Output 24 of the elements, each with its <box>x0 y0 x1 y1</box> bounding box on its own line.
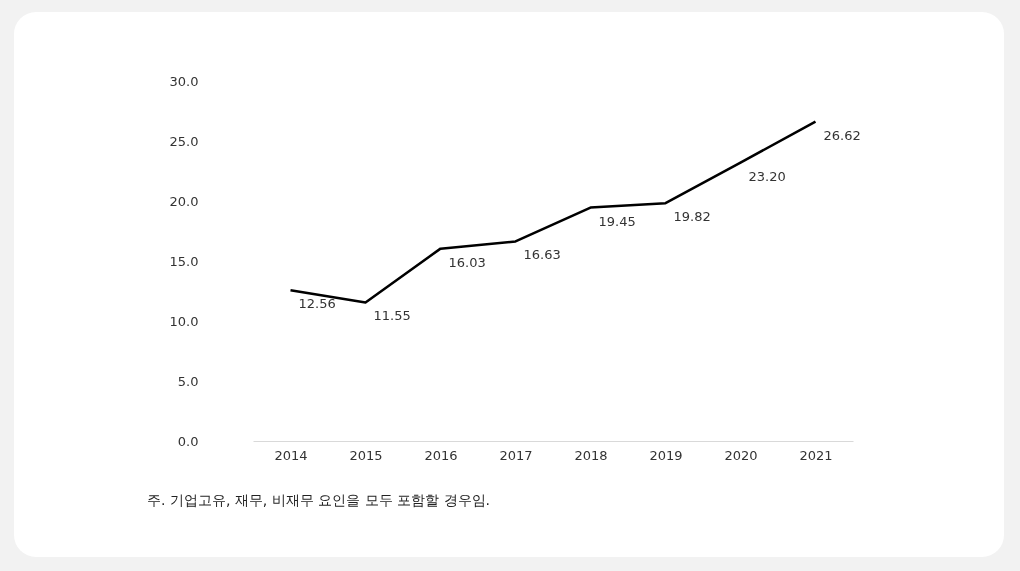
data-label: 19.82 <box>673 209 711 225</box>
x-tick-label: 2019 <box>649 447 683 463</box>
data-label: 11.55 <box>373 308 411 324</box>
x-tick-label: 2020 <box>724 447 758 463</box>
y-tick-label: 20.0 <box>169 193 199 209</box>
text: 주. 기업고유, 재무, 비재무 요인을 모두 포함할 경우임. <box>147 492 490 510</box>
x-tick-label: 2017 <box>499 447 533 463</box>
data-label: 26.62 <box>823 127 861 143</box>
y-tick-label: 25.0 <box>169 133 199 149</box>
data-label: 16.03 <box>448 254 486 270</box>
data-label: 12.56 <box>298 296 336 312</box>
data-label: 16.63 <box>523 247 561 263</box>
x-tick-label: 2014 <box>274 447 308 463</box>
y-tick-label: 30.0 <box>169 73 199 89</box>
x-tick-label: 2015 <box>349 447 383 463</box>
x-tick-label: 2016 <box>424 447 458 463</box>
y-tick-label: 5.0 <box>177 373 199 389</box>
x-tick-label: 2018 <box>574 447 608 463</box>
data-label: 19.45 <box>598 213 636 229</box>
x-tick-label: 2021 <box>799 447 833 463</box>
y-tick-label: 15.0 <box>169 253 199 269</box>
y-tick-label: 10.0 <box>169 313 199 329</box>
data-label: 23.20 <box>748 168 786 184</box>
y-tick-label: 0.0 <box>177 433 199 449</box>
